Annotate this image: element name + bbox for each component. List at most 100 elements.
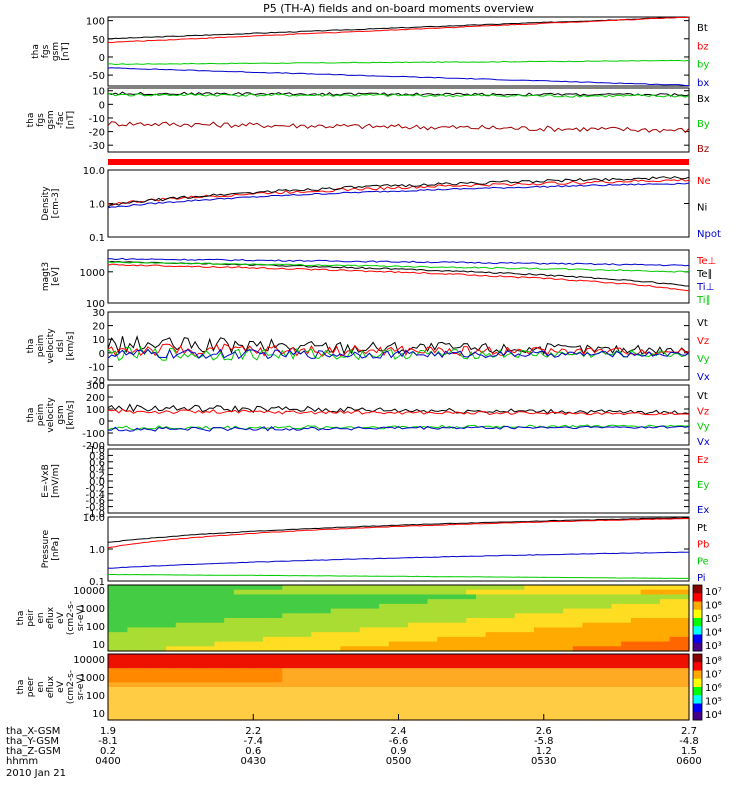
heatmap-cell: [185, 710, 196, 716]
heatmap-cell: [514, 691, 525, 698]
heatmap-cell: [398, 603, 409, 610]
heatmap-cell: [563, 646, 574, 652]
heatmap-cell: [679, 641, 690, 647]
heatmap-cell: [650, 691, 661, 698]
heatmap-cell: [214, 641, 225, 647]
heatmap-cell: [243, 613, 254, 619]
heatmap-cell: [650, 668, 661, 674]
heatmap-cell: [359, 701, 371, 707]
heatmap-cell: [166, 641, 177, 647]
heatmap-cell: [417, 608, 429, 614]
heatmap-cell: [669, 682, 680, 688]
heatmap-cell: [340, 613, 351, 619]
heatmap-cell: [514, 618, 525, 624]
heatmap-cell: [359, 658, 371, 665]
heatmap-cell: [137, 618, 148, 624]
heatmap-cell: [243, 672, 254, 679]
legend-label: Vy: [697, 354, 710, 365]
heatmap-cell: [204, 641, 216, 647]
heatmap-cell: [534, 691, 545, 698]
heatmap-cell: [630, 691, 642, 698]
heatmap-cell: [582, 715, 593, 721]
panel-ylabel: en: [36, 612, 46, 623]
heatmap-cell: [398, 618, 409, 624]
heatmap-cell: [185, 622, 196, 629]
heatmap-cell: [475, 636, 487, 643]
heatmap-cell: [659, 654, 671, 660]
heatmap-cell: [534, 622, 545, 629]
panel-ylabel: velocity: [46, 397, 56, 433]
panel-ylabel: magt3: [41, 262, 51, 291]
heatmap-cell: [224, 585, 235, 591]
heatmap-cell: [272, 603, 283, 610]
heatmap-cell: [311, 710, 322, 716]
heatmap-cell: [398, 613, 409, 619]
x-tick-label: 1.5: [681, 746, 697, 757]
heatmap-cell: [195, 696, 206, 702]
heatmap-cell: [485, 672, 496, 679]
heatmap-cell: [543, 608, 555, 614]
heatmap-cell: [505, 627, 516, 633]
heatmap-cell: [592, 691, 603, 698]
heatmap-cell: [117, 687, 128, 693]
heatmap-cell: [563, 672, 574, 679]
heatmap-cell: [166, 677, 177, 683]
heatmap-cell: [630, 594, 642, 600]
panel-ylabel: sr-eV): [76, 605, 86, 631]
heatmap-cell: [582, 585, 593, 591]
heatmap-cell: [543, 663, 555, 669]
heatmap-cell: [630, 589, 642, 596]
heatmap-cell: [514, 641, 525, 647]
heatmap-cell: [601, 636, 613, 643]
heatmap-cell: [272, 668, 283, 674]
heatmap-cell: [214, 710, 225, 716]
heatmap-cell: [214, 622, 225, 629]
heatmap-cell: [514, 687, 525, 693]
series-line: [107, 16, 690, 44]
heatmap-cell: [456, 663, 467, 669]
heatmap-cell: [321, 594, 332, 600]
heatmap-cell: [543, 691, 555, 698]
heatmap-cell: [553, 701, 564, 707]
heatmap-cell: [659, 672, 671, 679]
heatmap-cell: [185, 705, 196, 712]
heatmap-cell: [621, 613, 632, 619]
heatmap-cell: [553, 668, 564, 674]
heatmap-cell: [563, 658, 574, 665]
heatmap-cell: [534, 603, 545, 610]
heatmap-cell: [262, 594, 274, 600]
heatmap-cell: [127, 585, 138, 591]
heatmap-cell: [127, 613, 138, 619]
heatmap-cell: [388, 641, 400, 647]
heatmap-cell: [543, 594, 555, 600]
heatmap-cell: [117, 636, 128, 643]
heatmap-cell: [630, 613, 642, 619]
heatmap-cell: [679, 585, 690, 591]
heatmap-cell: [127, 710, 138, 716]
heatmap-cell: [466, 627, 477, 633]
heatmap-cell: [214, 585, 225, 591]
panel-ylabel: eflux: [46, 606, 56, 629]
heatmap-cell: [340, 691, 351, 698]
panel-ylabel: [mV/m]: [51, 464, 61, 498]
heatmap-cell: [582, 641, 593, 647]
heatmap-cell: [514, 622, 525, 629]
heatmap-cell: [166, 701, 177, 707]
heatmap-cell: [592, 663, 603, 669]
heatmap-cell: [369, 654, 380, 660]
heatmap-cell: [291, 627, 303, 633]
heatmap-cell: [630, 622, 642, 629]
heatmap-cell: [388, 687, 400, 693]
heatmap-cell: [311, 594, 322, 600]
heatmap-cell: [243, 682, 254, 688]
heatmap-cell: [592, 668, 603, 674]
heatmap-cell: [233, 622, 245, 629]
heatmap-cell: [427, 677, 438, 683]
colorbar-tick-label: 10⁴: [705, 628, 722, 639]
heatmap-cell: [456, 682, 467, 688]
heatmap-cell: [466, 632, 477, 638]
heatmap-cell: [117, 613, 128, 619]
heatmap-cell: [563, 654, 574, 660]
heatmap-cell: [514, 599, 525, 605]
